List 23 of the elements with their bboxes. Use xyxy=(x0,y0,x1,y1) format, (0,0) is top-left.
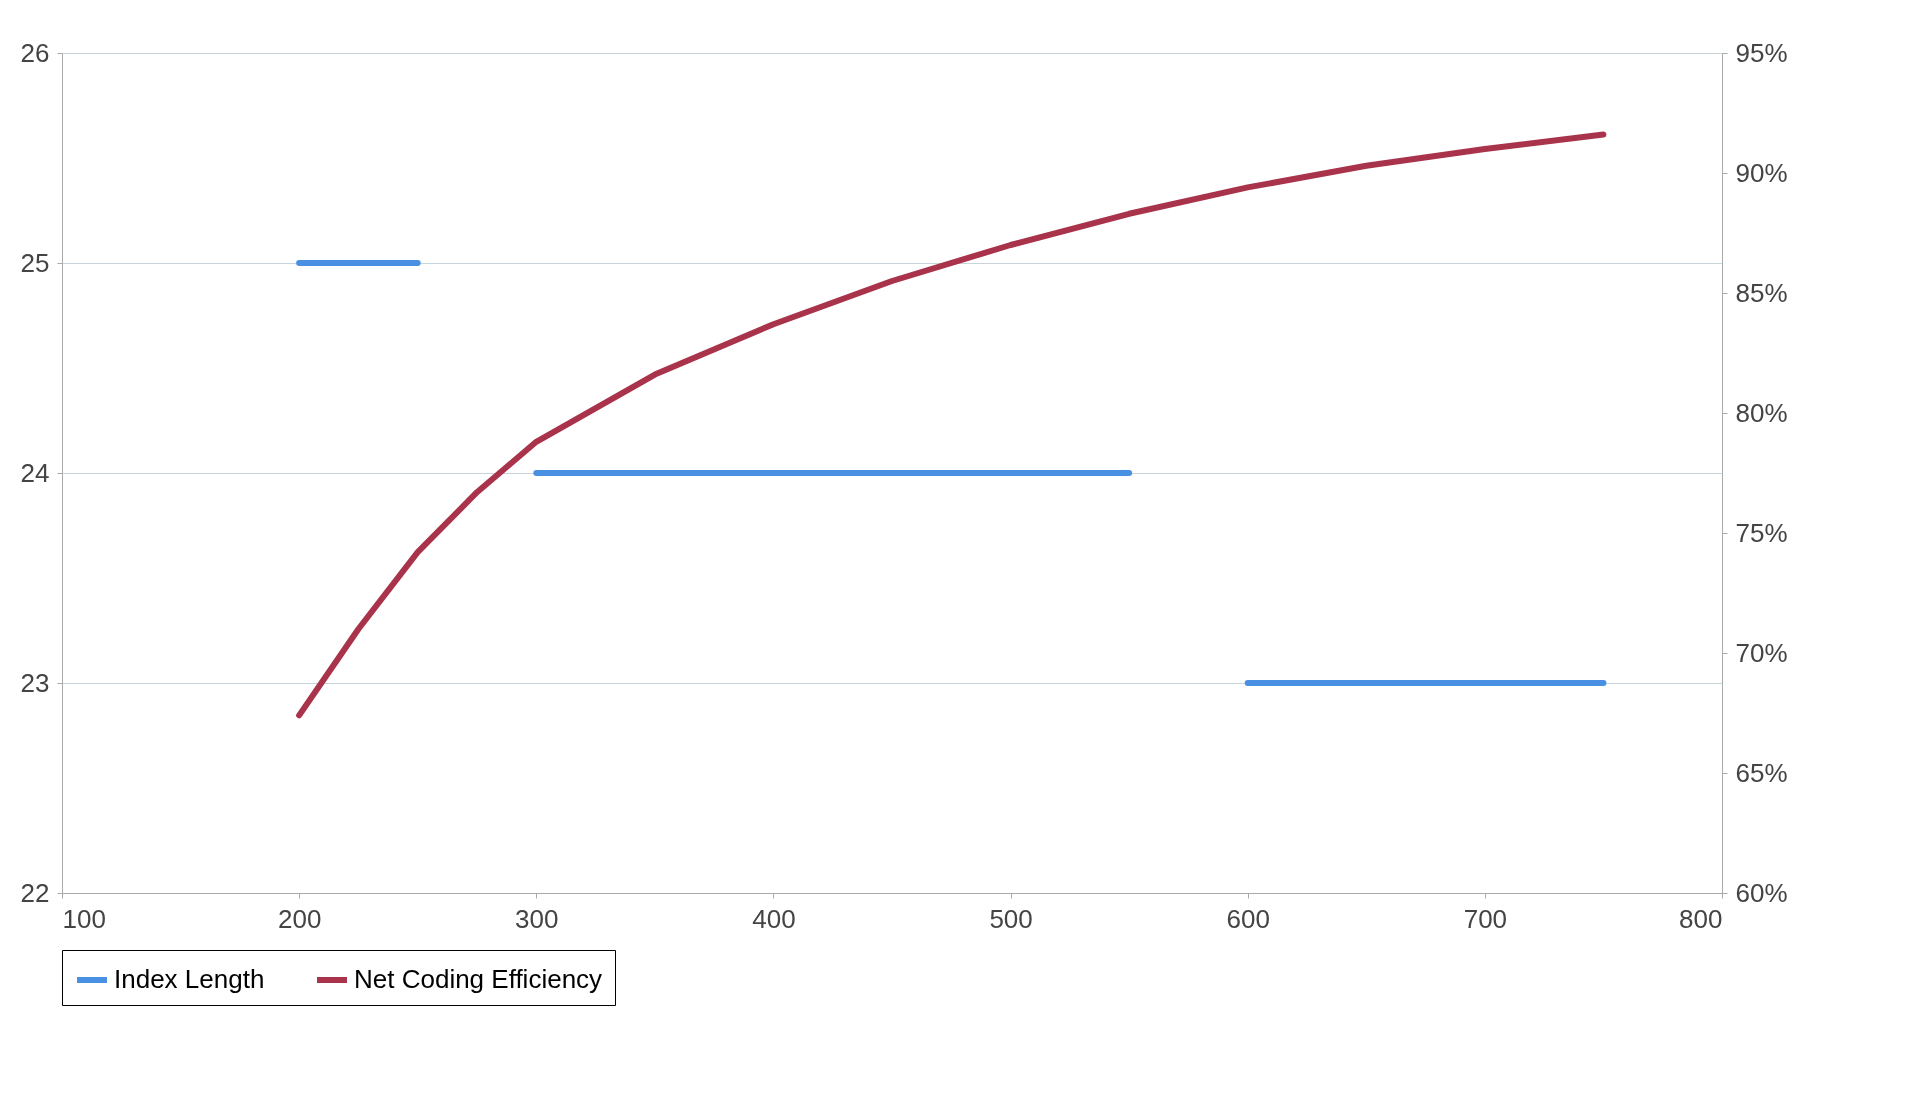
y2-tick-label: 70% xyxy=(1735,637,1788,668)
y2-tick-label: 80% xyxy=(1735,397,1788,428)
y2-tick-label: 90% xyxy=(1735,157,1788,188)
y-tick-label: 23 xyxy=(20,667,50,698)
x-tick-label: 200 xyxy=(277,903,322,934)
x-tick-label: 700 xyxy=(1463,903,1508,934)
y2-tick-label: 75% xyxy=(1735,517,1788,548)
x-tick-label: 600 xyxy=(1226,903,1270,934)
y2-tick-label: 65% xyxy=(1735,757,1788,788)
legend-label: Index Length xyxy=(114,964,265,994)
x-tick-label: 500 xyxy=(989,903,1033,934)
y2-tick-label: 60% xyxy=(1735,877,1788,908)
y2-tick-label: 85% xyxy=(1735,277,1788,308)
y-tick-label: 24 xyxy=(20,457,50,488)
x-tick-label: 800 xyxy=(1679,903,1723,934)
y2-tick-label: 95% xyxy=(1735,37,1788,68)
legend-label: Net Coding Efficiency xyxy=(354,964,603,994)
x-tick-label: 300 xyxy=(515,903,559,934)
x-tick-label: 100 xyxy=(62,903,106,934)
x-tick-label: 400 xyxy=(752,903,796,934)
y-tick-label: 22 xyxy=(20,877,50,908)
y-tick-label: 26 xyxy=(20,37,50,68)
y-tick-label: 25 xyxy=(20,247,50,278)
